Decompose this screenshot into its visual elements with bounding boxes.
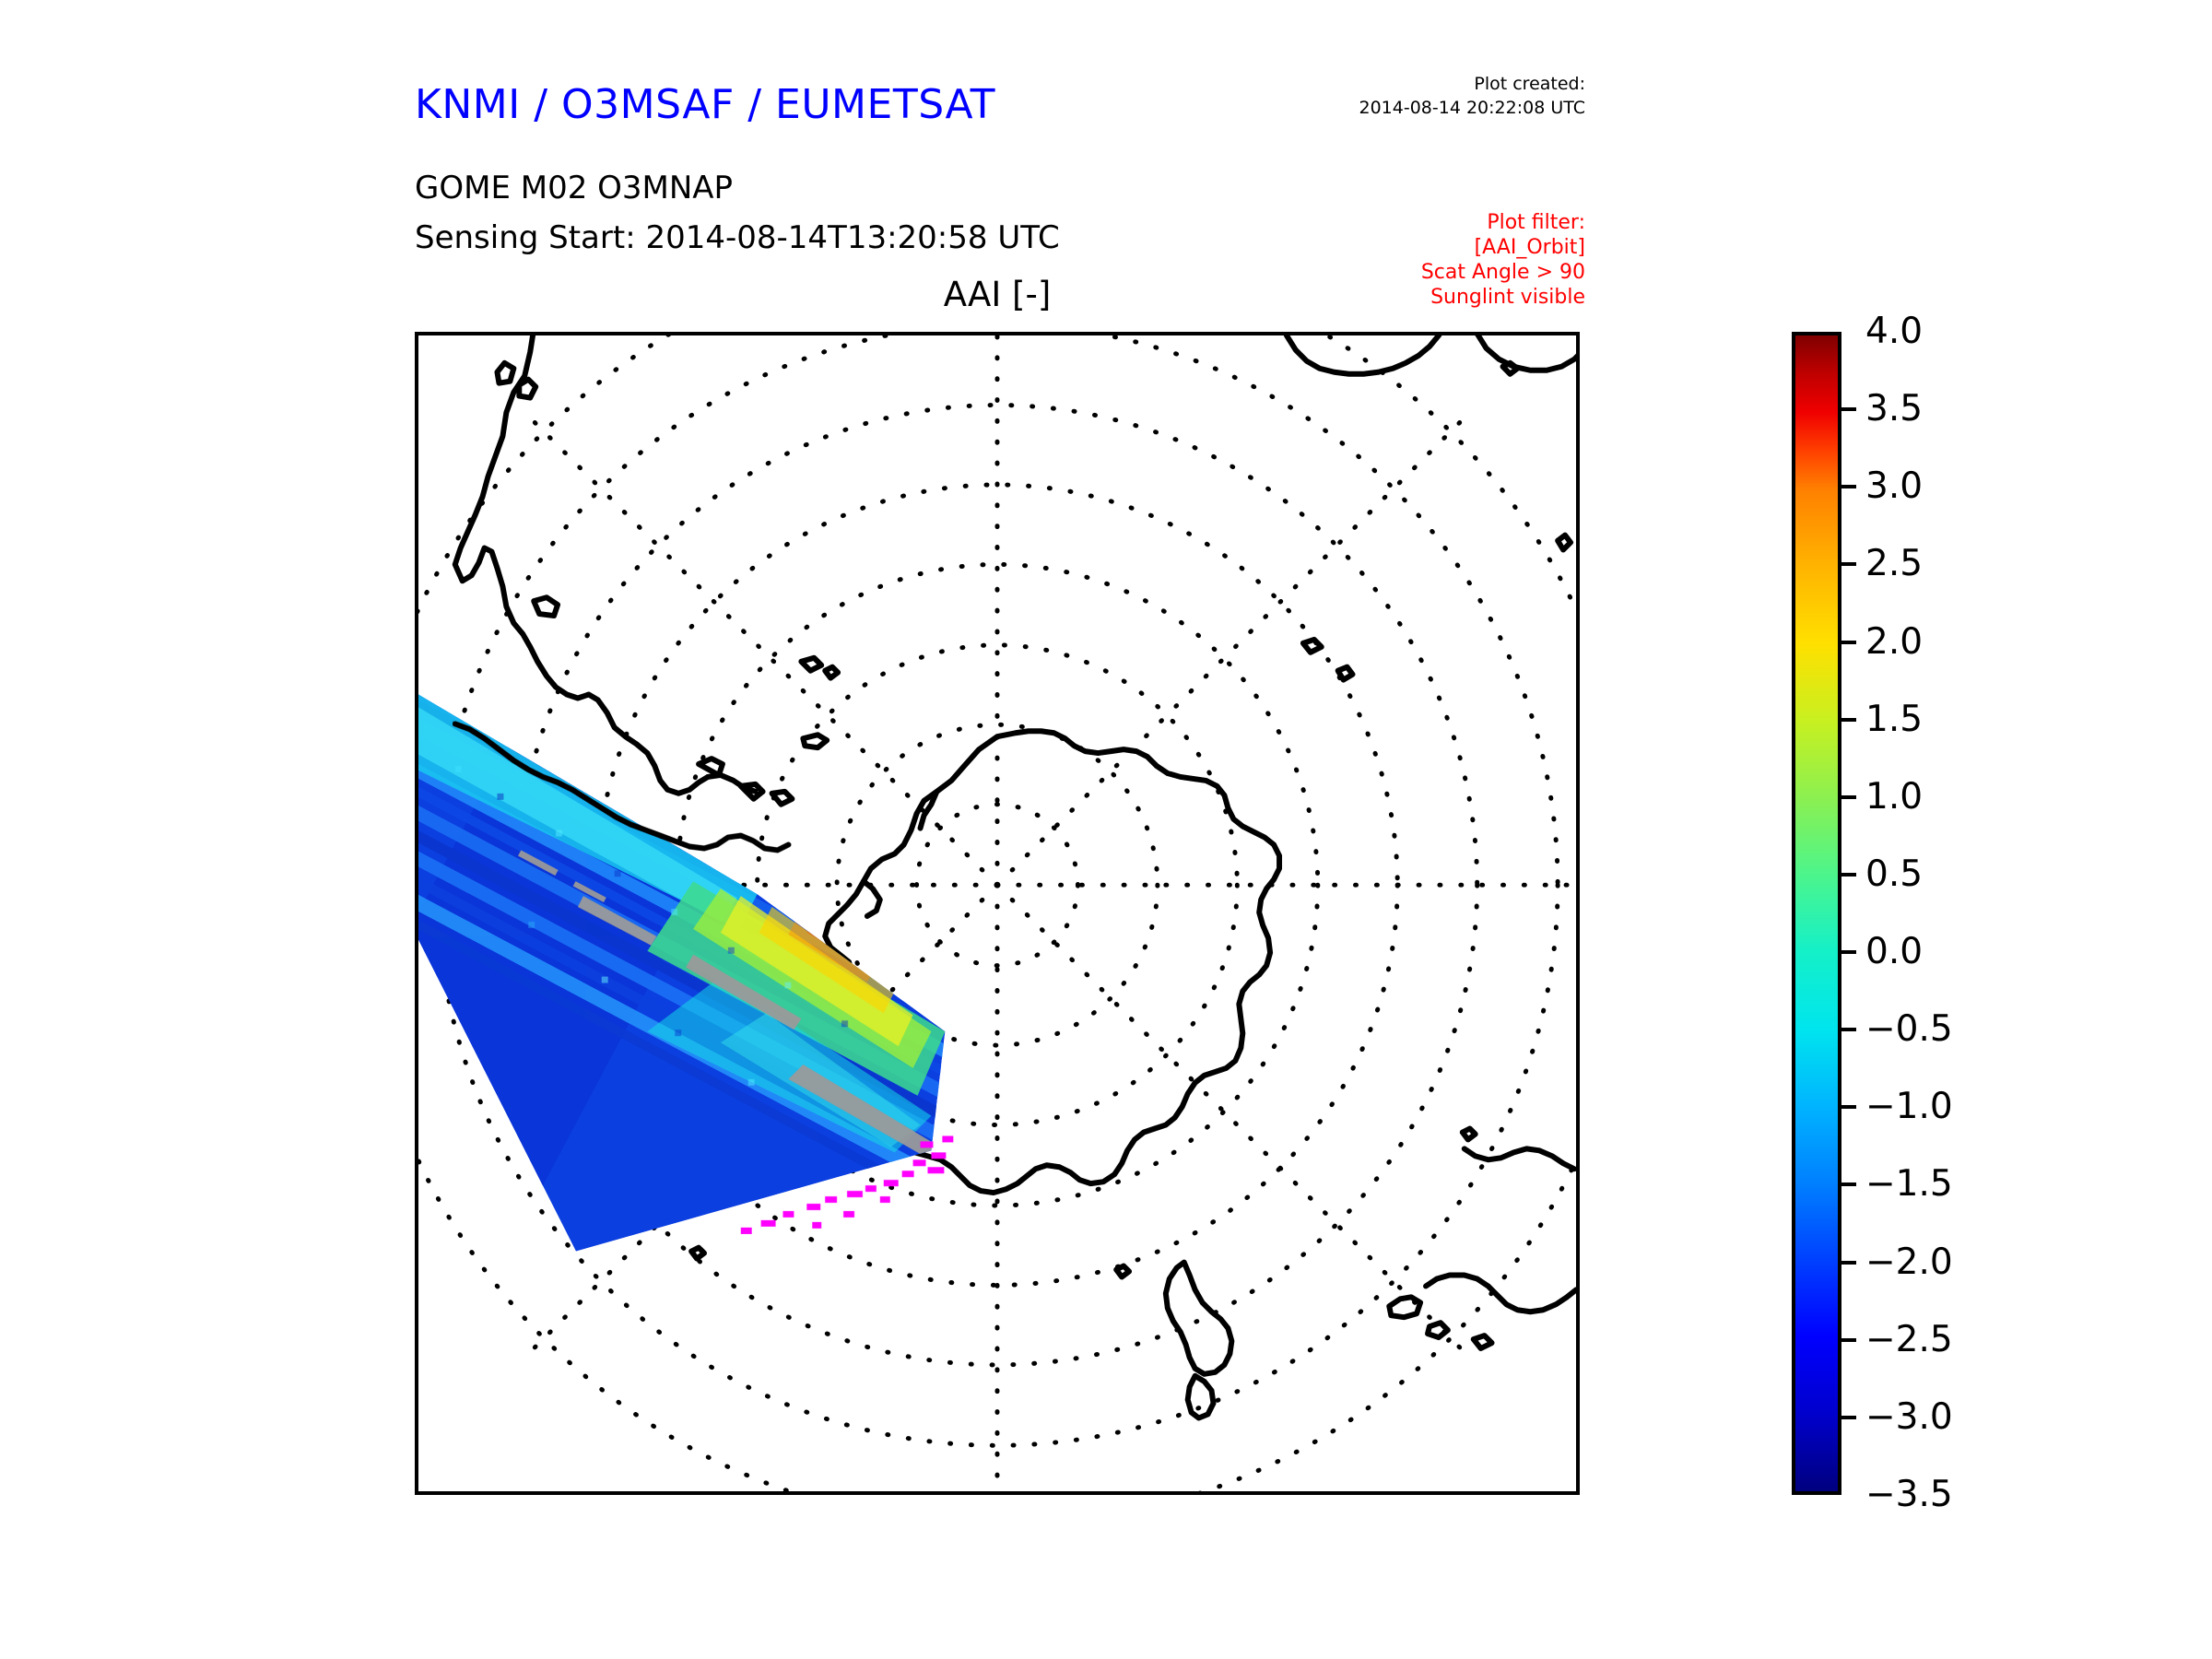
sensing-start: Sensing Start: 2014-08-14T13:20:58 UTC (415, 219, 1060, 256)
colorbar-tick-label: −3.0 (1865, 1395, 1953, 1438)
plot-filter-line-0: Plot filter: (1487, 211, 1585, 234)
colorbar-tick-label: −2.5 (1865, 1318, 1953, 1360)
plot-filter-line-2: Scat Angle > 90 (1420, 261, 1585, 284)
sunglint-markers (740, 1135, 954, 1234)
map-canvas (418, 335, 1576, 1491)
colorbar-tick-label: −3.5 (1865, 1474, 1953, 1515)
colorbar-tick-label: 3.5 (1865, 388, 1924, 430)
colorbar-tick-label: 2.5 (1865, 543, 1924, 585)
colorbar-tick-label: 0.0 (1865, 931, 1924, 973)
colorbar-tick-label: −2.0 (1865, 1241, 1953, 1283)
chart-title: AAI [-] (943, 275, 1052, 314)
plot-filter-line-1: [AAI_Orbit] (1474, 236, 1585, 259)
page-title: KNMI / O3MSAF / EUMETSAT (415, 81, 995, 128)
colorbar-tick (1841, 950, 1856, 955)
colorbar-tick (1841, 1337, 1856, 1342)
colorbar[interactable]: 4.0 3.5 3.0 2.5 2.0 1.5 1.0 0.5 0.0 −0.5 −1.0 −1.5 −… (1792, 313, 1953, 1512)
product-name: GOME M02 O3MNAP (415, 170, 734, 206)
colorbar-tick-label: 2.0 (1865, 620, 1924, 663)
colorbar-tick (1841, 1028, 1856, 1032)
colorbar-tick-label: 0.5 (1865, 853, 1924, 895)
colorbar-tick (1841, 1260, 1856, 1265)
plot-filter-line-3: Sunglint visible (1430, 286, 1585, 309)
colorbar-tick (1841, 640, 1856, 644)
colorbar-tick (1841, 1105, 1856, 1110)
colorbar-tick-label: 1.0 (1865, 775, 1924, 818)
colorbar-tick (1841, 407, 1856, 412)
coastline-overlay (452, 721, 792, 853)
plot-created-block: Plot created: 2014-08-14 20:22:08 UTC (1318, 72, 1586, 120)
plot-created-value: 2014-08-14 20:22:08 UTC (1359, 98, 1586, 118)
coastlines (452, 335, 1576, 1421)
colorbar-tick (1841, 562, 1856, 567)
colorbar-tick (1841, 872, 1856, 877)
plot-filter-block: Plot filter: [AAI_Orbit] Scat Angle > 90… (1290, 210, 1585, 310)
colorbar-tick (1841, 794, 1856, 799)
colorbar-tick-label: 4.0 (1865, 311, 1924, 352)
colorbar-tick (1841, 485, 1856, 489)
colorbar-tick-label: −1.5 (1865, 1163, 1953, 1206)
colorbar-tick (1841, 1182, 1856, 1187)
colorbar-tick-label: −1.0 (1865, 1086, 1953, 1128)
colorbar-tick-label: 1.5 (1865, 698, 1924, 740)
colorbar-tick (1841, 1415, 1856, 1419)
map-svg (418, 335, 1576, 1491)
aai-swath (418, 688, 946, 1252)
colorbar-tick (1841, 717, 1856, 722)
colorbar-tick-label: −0.5 (1865, 1008, 1953, 1051)
map-plot-area[interactable] (415, 332, 1580, 1495)
colorbar-tick-label: 3.0 (1865, 465, 1924, 508)
plot-created-label: Plot created: (1474, 74, 1585, 94)
colorbar-gradient (1792, 332, 1841, 1495)
